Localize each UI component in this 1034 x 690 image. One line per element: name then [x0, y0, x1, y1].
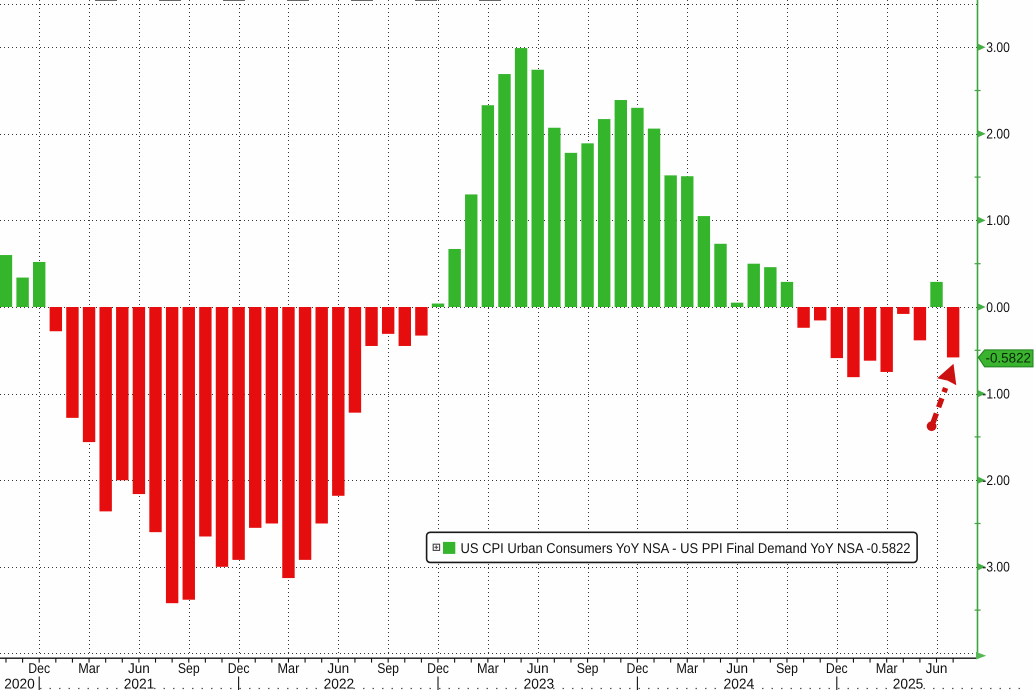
svg-text:Jun: Jun — [327, 661, 349, 677]
svg-text:Mar: Mar — [676, 661, 698, 677]
svg-text:2.00: 2.00 — [986, 126, 1010, 142]
svg-text:2020: 2020 — [4, 677, 35, 690]
svg-text:Sep: Sep — [377, 661, 399, 677]
svg-text:Mar: Mar — [78, 661, 100, 677]
svg-text:2021: 2021 — [124, 677, 155, 690]
svg-text:Sep: Sep — [577, 661, 599, 677]
svg-text:Dec: Dec — [826, 661, 848, 677]
svg-text:Dec: Dec — [228, 661, 250, 677]
svg-text:Dec: Dec — [427, 661, 449, 677]
svg-text:-0.5822: -0.5822 — [986, 351, 1032, 366]
svg-text:Sep: Sep — [178, 661, 200, 677]
svg-text:Mar: Mar — [477, 661, 499, 677]
svg-text:Mar: Mar — [278, 661, 300, 677]
svg-text:1.00: 1.00 — [986, 212, 1010, 228]
svg-text:Dec: Dec — [627, 661, 649, 677]
svg-text:Jun: Jun — [527, 661, 549, 677]
svg-text:2025: 2025 — [893, 677, 924, 690]
svg-text:-1.00: -1.00 — [982, 385, 1010, 401]
svg-text:Jun: Jun — [128, 661, 150, 677]
svg-text:2023: 2023 — [524, 677, 555, 690]
svg-text:0.00: 0.00 — [986, 299, 1010, 315]
svg-text:Mar: Mar — [876, 661, 898, 677]
svg-text:-2.00: -2.00 — [982, 472, 1010, 488]
svg-text:Dec: Dec — [28, 661, 50, 677]
svg-text:US CPI Urban Consumers YoY NSA: US CPI Urban Consumers YoY NSA - US PPI … — [461, 541, 911, 557]
svg-text:Jun: Jun — [926, 661, 948, 677]
svg-text:Jun: Jun — [726, 661, 748, 677]
svg-text:2024: 2024 — [724, 677, 755, 690]
svg-text:2022: 2022 — [324, 677, 355, 690]
svg-text:-3.00: -3.00 — [982, 559, 1010, 575]
svg-text:3.00: 3.00 — [986, 39, 1010, 55]
svg-text:Sep: Sep — [776, 661, 798, 677]
